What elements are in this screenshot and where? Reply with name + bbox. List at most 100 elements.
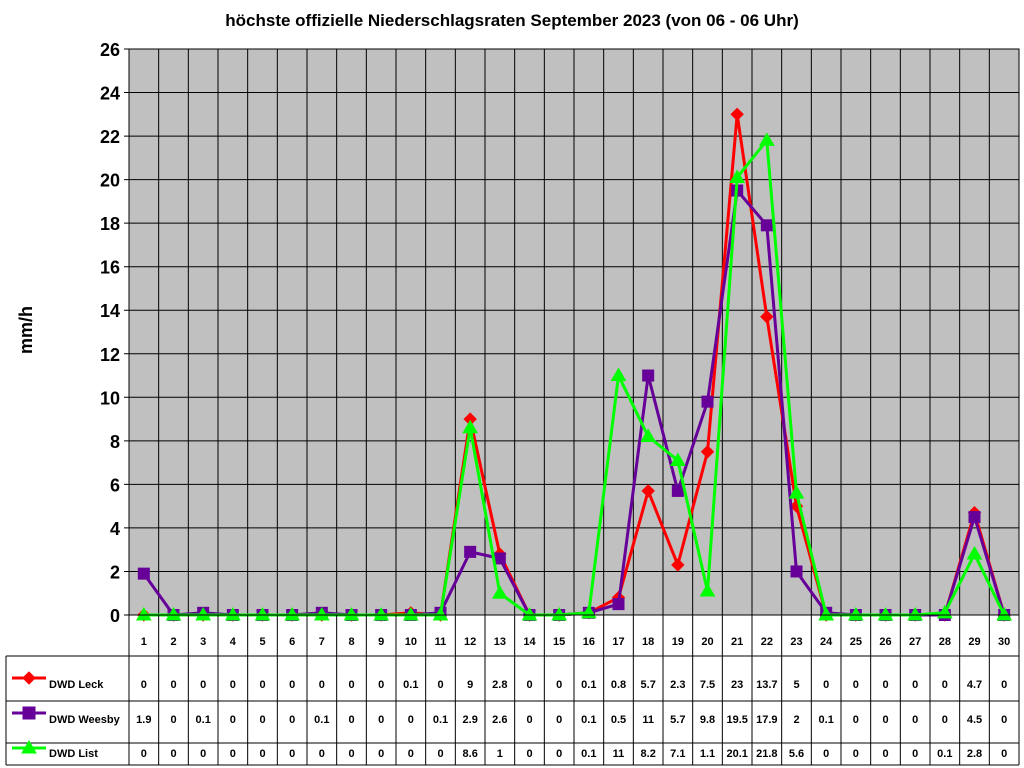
data-point-triangle xyxy=(195,607,212,621)
table-value-cell: 0 xyxy=(289,714,295,726)
table-value-cell: 0 xyxy=(853,748,859,760)
table-value-cell: 0 xyxy=(853,679,859,691)
data-point-triangle xyxy=(313,607,330,621)
y-axis-label: mm/h xyxy=(16,306,36,354)
table-value-cell: 0 xyxy=(437,679,443,691)
table-value-cell: 0 xyxy=(141,679,147,691)
table-value-cell: 8.6 xyxy=(463,748,478,760)
x-tick-label: 4 xyxy=(230,636,237,648)
table-value-cell: 0 xyxy=(378,679,384,691)
table-value-cell: 0 xyxy=(823,679,829,691)
data-point-triangle xyxy=(135,607,152,621)
table-value-cell: 0 xyxy=(556,748,562,760)
x-tick-label: 21 xyxy=(731,636,743,648)
y-tick-label: 20 xyxy=(100,171,120,191)
table-value-cell: 2.8 xyxy=(492,679,507,691)
data-point-triangle xyxy=(669,452,686,466)
x-tick-label: 28 xyxy=(939,636,951,648)
table-value-cell: 1 xyxy=(497,748,503,760)
x-tick-label: 27 xyxy=(909,636,921,648)
x-tick-label: 20 xyxy=(701,636,713,648)
table-value-cell: 0 xyxy=(853,714,859,726)
table-value-cell: 0 xyxy=(1001,679,1007,691)
data-point-diamond xyxy=(760,310,774,324)
x-tick-label: 15 xyxy=(553,636,565,648)
table-value-cell: 0 xyxy=(942,679,948,691)
y-tick-label: 14 xyxy=(100,301,120,321)
table-value-cell: 21.8 xyxy=(756,748,777,760)
table-value-cell: 5.7 xyxy=(641,679,656,691)
table-value-cell: 20.1 xyxy=(726,748,747,760)
legend-key-marker xyxy=(21,740,37,754)
table-value-cell: 9 xyxy=(467,679,473,691)
data-point-square xyxy=(464,545,477,558)
data-point-square xyxy=(790,565,803,578)
x-tick-label: 16 xyxy=(583,636,595,648)
table-value-cell: 0 xyxy=(378,748,384,760)
table-value-cell: 0 xyxy=(170,748,176,760)
data-table: 1 2 3 4 5 6 7 8 9 10 11 12 13 14 15 16 17 18 19 20 21 22 23 24 2… xyxy=(5,614,1020,766)
table-value-cell: 0 xyxy=(526,748,532,760)
table-value-cell: 0.1 xyxy=(433,714,448,726)
table-value-cell: 0 xyxy=(170,679,176,691)
x-tick-label: 22 xyxy=(761,636,773,648)
table-value-cell: 9.8 xyxy=(700,714,715,726)
table-value-cell: 2.6 xyxy=(492,714,507,726)
data-point-triangle xyxy=(996,607,1013,621)
table-value-cell: 0.8 xyxy=(611,679,626,691)
table-value-cell: 0 xyxy=(141,748,147,760)
x-tick-label: 19 xyxy=(672,636,684,648)
y-tick-label: 22 xyxy=(100,127,120,147)
table-value-cell: 23 xyxy=(731,679,743,691)
x-tick-label: 1 xyxy=(141,636,147,648)
data-point-square xyxy=(968,511,981,524)
data-point-triangle xyxy=(284,607,301,621)
y-tick-label: 8 xyxy=(110,432,120,452)
data-point-triangle xyxy=(729,169,746,183)
legend-key-marker xyxy=(22,671,36,685)
data-point-triangle xyxy=(373,607,390,621)
table-value-cell: 0 xyxy=(348,748,354,760)
table-value-cell: 0.1 xyxy=(581,679,596,691)
table-value-cell: 0.1 xyxy=(403,679,418,691)
data-point-diamond xyxy=(700,445,715,459)
chart-title: höchste offizielle Niederschlagsraten Se… xyxy=(225,11,798,30)
x-tick-label: 26 xyxy=(879,636,891,648)
table-value-cell: 0 xyxy=(230,714,236,726)
table-value-cell: 0 xyxy=(200,679,206,691)
x-tick-label: 10 xyxy=(405,636,417,648)
table-value-cell: 19.5 xyxy=(726,714,747,726)
y-tick-label: 10 xyxy=(100,388,120,408)
table-value-cell: 5.6 xyxy=(789,748,804,760)
table-value-cell: 0 xyxy=(348,714,354,726)
x-tick-label: 29 xyxy=(968,636,980,648)
data-point-diamond xyxy=(671,558,685,572)
data-point-triangle xyxy=(462,419,479,434)
table-value-cell: 1.9 xyxy=(136,714,151,726)
legend-series-name: DWD Leck xyxy=(49,679,104,691)
table-value-cell: 0 xyxy=(259,748,265,760)
data-point-triangle xyxy=(551,607,568,621)
data-point-triangle xyxy=(343,607,360,621)
data-point-square xyxy=(493,552,506,565)
table-value-cell: 0 xyxy=(882,748,888,760)
x-tick-label: 5 xyxy=(259,636,265,648)
y-tick-label: 4 xyxy=(110,519,120,539)
table-value-cell: 11 xyxy=(642,714,654,726)
data-point-triangle xyxy=(758,132,775,146)
data-point-triangle xyxy=(521,607,538,621)
data-point-triangle xyxy=(877,607,894,621)
table-value-cell: 0 xyxy=(259,679,265,691)
table-value-cell: 2.8 xyxy=(967,748,982,760)
x-tick-label: 2 xyxy=(170,636,176,648)
table-value-cell: 0 xyxy=(289,748,295,760)
data-point-triangle xyxy=(699,583,716,597)
table-value-cell: 4.5 xyxy=(967,714,982,726)
x-tick-label: 8 xyxy=(348,636,354,648)
x-tick-label: 23 xyxy=(790,636,802,648)
data-point-triangle xyxy=(610,367,627,382)
data-point-square xyxy=(612,598,625,611)
table-value-cell: 13.7 xyxy=(756,679,777,691)
table-value-cell: 2.3 xyxy=(670,679,685,691)
